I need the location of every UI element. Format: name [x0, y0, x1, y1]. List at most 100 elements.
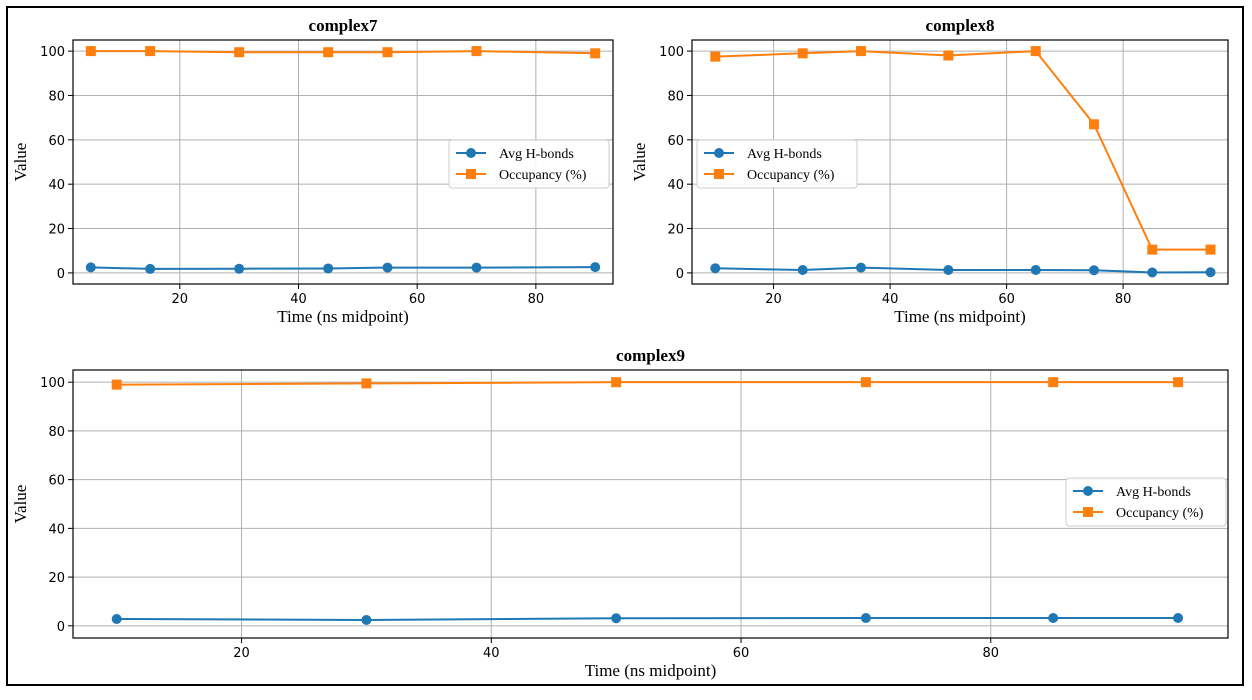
chart3-xtick-label: 20 — [233, 646, 250, 661]
chart1-series-avg-hbonds-point — [145, 263, 156, 274]
chart3-series-avg-hbonds-point — [111, 613, 122, 624]
chart1-series-avg-hbonds-point — [471, 262, 482, 273]
chart3-series-avg-hbonds-point — [611, 613, 622, 624]
chart2-series-avg-hbonds-line — [715, 266, 1211, 274]
chart3-series-avg-hbonds-line — [116, 617, 1179, 621]
chart2-legend: Avg H-bonds Occupancy (%) — [696, 139, 858, 189]
chart3-title: complex9 — [616, 346, 685, 365]
chart3-legend-marker-circle — [1083, 486, 1093, 496]
chart1-series-avg-hbonds-point — [85, 262, 96, 273]
chart3-series-occupancy-line — [116, 381, 1179, 386]
chart2-legend-label: Occupancy (%) — [747, 168, 835, 183]
chart2-series-avg-hbonds-point — [855, 262, 866, 273]
chart2-series-avg-hbonds-point — [1205, 267, 1216, 278]
chart2-series-occupancy-point — [1205, 244, 1216, 255]
chart3-ytick-label: 80 — [48, 425, 65, 440]
chart1-series-occupancy-line — [90, 50, 596, 55]
chart2-series-occupancy-point — [797, 48, 808, 59]
chart3-series-occupancy-point — [611, 377, 622, 388]
chart2-xtick-label: 60 — [998, 292, 1015, 307]
chart3-xtick-label: 60 — [733, 646, 750, 661]
chart2-axes-frame — [691, 39, 1229, 285]
chart3-axes-frame — [72, 369, 1229, 639]
chart3-legend-label: Occupancy (%) — [1116, 506, 1204, 521]
chart2-ytick-label: 20 — [667, 223, 684, 238]
chart1-series-avg-hbonds-point — [234, 263, 245, 274]
chart2-series-occupancy-point — [710, 51, 721, 62]
chart1-series-avg-hbonds-point — [323, 263, 334, 274]
chart2-ytick-label: 60 — [667, 134, 684, 149]
chart3-xtick-label: 40 — [483, 646, 500, 661]
chart1-group: 20 40 60 80 0 20 40 60 80 100 complex7 Time (ns mid… — [11, 16, 614, 326]
chart3-ytick-label: 20 — [48, 571, 65, 586]
chart3-series-avg-hbonds-point — [860, 613, 871, 624]
figure-frame — [6, 6, 1244, 686]
chart2-legend-label: Avg H-bonds — [747, 147, 822, 162]
chart3-series-occupancy-point — [111, 379, 122, 390]
chart2-group: 20 40 60 80 0 20 40 60 80 100 complex8 Time (ns mid… — [630, 16, 1229, 326]
chart2-series-occupancy-point — [943, 50, 954, 61]
chart1-series-occupancy-point — [85, 46, 96, 57]
chart2-ytick-label: 100 — [659, 45, 684, 60]
chart2-series-avg-hbonds-point — [710, 263, 721, 274]
chart2-legend-marker-square — [714, 169, 724, 179]
chart1-xtick-label: 40 — [290, 292, 307, 307]
chart1-legend: Avg H-bonds Occupancy (%) — [448, 139, 610, 189]
chart2-series-avg-hbonds-point — [1030, 265, 1041, 276]
chart3-xlabel: Time (ns midpoint) — [585, 661, 717, 680]
chart3-ytick-label: 60 — [48, 474, 65, 489]
chart2-series-avg-hbonds-point — [943, 265, 954, 276]
chart2-ytick-label: 0 — [676, 267, 684, 282]
chart1-axes-frame — [72, 39, 614, 285]
chart1-series-occupancy-point — [145, 46, 156, 57]
chart1-xlabel: Time (ns midpoint) — [277, 307, 409, 326]
chart3-ytick-label: 100 — [40, 376, 65, 391]
chart3-series-avg-hbonds-point — [1048, 613, 1059, 624]
chart1-series-occupancy-point — [234, 47, 245, 58]
chart2-series-avg-hbonds-point — [1089, 265, 1099, 276]
chart2-series-occupancy-point — [1030, 46, 1041, 57]
chart3-legend-box — [1065, 477, 1227, 527]
chart3-series-avg-hbonds-point — [1173, 613, 1184, 624]
chart1-ytick-label: 20 — [48, 223, 65, 238]
chart1-legend-box — [448, 139, 610, 189]
chart1-ytick-label: 80 — [48, 89, 65, 104]
chart2-ytick-label: 40 — [667, 178, 684, 193]
chart3-xtick-label: 80 — [982, 646, 999, 661]
chart1-xtick-label: 80 — [528, 292, 545, 307]
chart3-series-occupancy-point — [1173, 377, 1184, 388]
chart1-legend-label: Avg H-bonds — [499, 147, 574, 162]
chart2-ytick-label: 80 — [667, 89, 684, 104]
chart3-series-avg-hbonds-point — [361, 614, 372, 625]
chart2-series-occupancy-point — [1089, 119, 1099, 130]
chart2-xtick-label: 20 — [765, 292, 782, 307]
chart3-legend-marker-square — [1083, 507, 1093, 517]
chart2-ylabel: Value — [630, 143, 649, 182]
chart2-xtick-label: 80 — [1115, 292, 1132, 307]
chart3-ytick-label: 40 — [48, 522, 65, 537]
chart1-series-occupancy-point — [323, 47, 334, 58]
chart1-legend-marker-circle — [466, 148, 476, 158]
chart1-series-occupancy-point — [590, 48, 601, 59]
chart2-series-avg-hbonds-point — [1147, 267, 1158, 278]
chart1-series-occupancy-point — [471, 46, 482, 57]
chart2-series-occupancy-line — [715, 50, 1211, 251]
chart2-series-occupancy-point — [855, 46, 866, 57]
chart2-legend-marker-circle — [714, 148, 724, 158]
chart1-ytick-label: 40 — [48, 178, 65, 193]
chart2-series-occupancy-point — [1147, 244, 1158, 255]
chart3-series-occupancy-point — [1048, 377, 1059, 388]
chart3-ytick-label: 0 — [57, 620, 65, 635]
chart3-group: 20 40 60 80 0 20 40 60 80 100 complex9 Time (ns mid… — [11, 346, 1229, 680]
chart3-legend-label: Avg H-bonds — [1116, 485, 1191, 500]
chart2-series-avg-hbonds-point — [797, 265, 808, 276]
chart1-xtick-label: 20 — [172, 292, 189, 307]
chart2-xtick-label: 40 — [882, 292, 899, 307]
chart1-legend-marker-square — [466, 169, 476, 179]
chart1-series-occupancy-point — [382, 47, 393, 58]
chart2-title: complex8 — [926, 16, 995, 35]
chart3-ylabel: Value — [11, 485, 30, 524]
chart3-series-occupancy-point — [361, 378, 372, 389]
chart1-ytick-label: 60 — [48, 134, 65, 149]
chart3-legend: Avg H-bonds Occupancy (%) — [1065, 477, 1227, 527]
